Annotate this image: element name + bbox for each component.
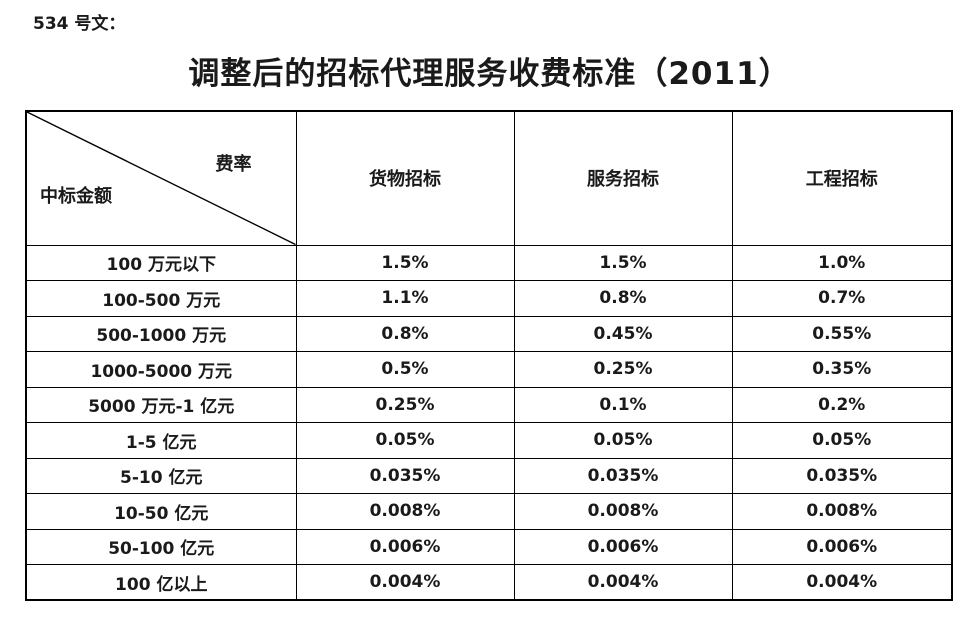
row-label: 500-1000 万元 bbox=[25, 315, 297, 352]
header-row: 费率 中标金额 货物招标 服务招标 工程招标 bbox=[25, 110, 953, 246]
table-row: 100-500 万元 1.1% 0.8% 0.7% bbox=[25, 280, 953, 317]
rate-cell: 0.05% bbox=[295, 422, 515, 459]
table-row: 100 亿以上 0.004% 0.004% 0.004% bbox=[25, 564, 953, 601]
rate-cell: 0.55% bbox=[731, 315, 953, 352]
rate-cell: 0.2% bbox=[731, 386, 953, 423]
table-row: 100 万元以下 1.5% 1.5% 1.0% bbox=[25, 244, 953, 281]
column-header-engineering-bidding: 工程招标 bbox=[731, 110, 953, 246]
rate-cell: 0.1% bbox=[513, 386, 733, 423]
table-row: 5-10 亿元 0.035% 0.035% 0.035% bbox=[25, 457, 953, 494]
corner-label-bid-amount: 中标金额 bbox=[40, 186, 112, 207]
table-row: 500-1000 万元 0.8% 0.45% 0.55% bbox=[25, 315, 953, 352]
column-header-service-bidding: 服务招标 bbox=[513, 110, 733, 246]
row-label: 100 万元以下 bbox=[25, 244, 297, 281]
column-header-goods-bidding: 货物招标 bbox=[295, 110, 515, 246]
rate-cell: 0.004% bbox=[731, 564, 953, 601]
corner-header-cell: 费率 中标金额 bbox=[25, 110, 297, 246]
rate-cell: 0.25% bbox=[295, 386, 515, 423]
table-row: 10-50 亿元 0.008% 0.008% 0.008% bbox=[25, 493, 953, 530]
table-row: 5000 万元-1 亿元 0.25% 0.1% 0.2% bbox=[25, 386, 953, 423]
rate-cell: 1.5% bbox=[513, 244, 733, 281]
row-label: 10-50 亿元 bbox=[25, 493, 297, 530]
rate-cell: 0.008% bbox=[731, 493, 953, 530]
rate-cell: 0.35% bbox=[731, 351, 953, 388]
rate-cell: 0.5% bbox=[295, 351, 515, 388]
rate-cell: 0.05% bbox=[513, 422, 733, 459]
row-label: 100 亿以上 bbox=[25, 564, 297, 601]
row-label: 5-10 亿元 bbox=[25, 457, 297, 494]
row-label: 1-5 亿元 bbox=[25, 422, 297, 459]
rate-cell: 0.25% bbox=[513, 351, 733, 388]
rate-cell: 0.008% bbox=[295, 493, 515, 530]
row-label: 1000-5000 万元 bbox=[25, 351, 297, 388]
rate-cell: 1.5% bbox=[295, 244, 515, 281]
rate-cell: 0.8% bbox=[513, 280, 733, 317]
rate-cell: 0.45% bbox=[513, 315, 733, 352]
rate-cell: 1.1% bbox=[295, 280, 515, 317]
rate-cell: 0.035% bbox=[295, 457, 515, 494]
diagonal-divider-line bbox=[27, 112, 296, 245]
rate-cell: 0.7% bbox=[731, 280, 953, 317]
doc-number-label: 534 号文： bbox=[33, 14, 126, 34]
table-row: 1000-5000 万元 0.5% 0.25% 0.35% bbox=[25, 351, 953, 388]
rate-cell: 0.035% bbox=[513, 457, 733, 494]
rate-cell: 0.035% bbox=[731, 457, 953, 494]
fee-table: 费率 中标金额 货物招标 服务招标 工程招标 100 万元以下 1.5% 1.5… bbox=[25, 110, 953, 601]
rate-cell: 0.006% bbox=[513, 528, 733, 565]
page-title: 调整后的招标代理服务收费标准（2011） bbox=[188, 56, 791, 92]
rate-cell: 0.008% bbox=[513, 493, 733, 530]
row-label: 50-100 亿元 bbox=[25, 528, 297, 565]
corner-label-rate: 费率 bbox=[215, 154, 252, 175]
rate-cell: 0.05% bbox=[731, 422, 953, 459]
row-label: 5000 万元-1 亿元 bbox=[25, 386, 297, 423]
table-row: 50-100 亿元 0.006% 0.006% 0.006% bbox=[25, 528, 953, 565]
rate-cell: 1.0% bbox=[731, 244, 953, 281]
rate-cell: 0.8% bbox=[295, 315, 515, 352]
table-row: 1-5 亿元 0.05% 0.05% 0.05% bbox=[25, 422, 953, 459]
row-label: 100-500 万元 bbox=[25, 280, 297, 317]
rate-cell: 0.006% bbox=[731, 528, 953, 565]
rate-cell: 0.004% bbox=[513, 564, 733, 601]
rate-cell: 0.006% bbox=[295, 528, 515, 565]
rate-cell: 0.004% bbox=[295, 564, 515, 601]
